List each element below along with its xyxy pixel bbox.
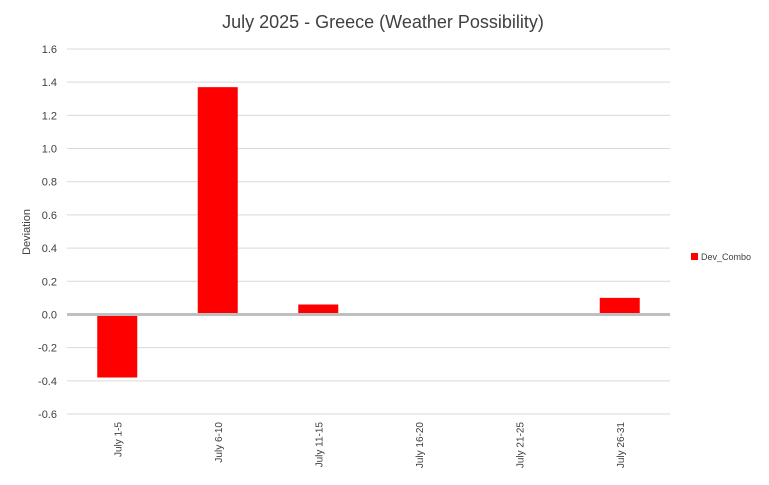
x-tick-label: July 11-15 (314, 422, 325, 468)
bar (97, 314, 138, 378)
legend: Dev_Combo (691, 252, 751, 262)
y-axis-label: Deviation (21, 209, 33, 255)
bar (599, 297, 640, 315)
y-tick-label: 0.8 (42, 177, 57, 189)
bar (298, 304, 339, 315)
y-tick-label: 1.2 (42, 110, 57, 122)
x-tick-label: July 16-20 (415, 422, 426, 469)
y-tick-label: 0.6 (42, 210, 57, 222)
y-tick-label: -0.4 (38, 376, 57, 388)
x-tick-label: July 26-31 (616, 422, 627, 469)
gridlines (67, 48, 670, 415)
x-tick-label: July 1-5 (113, 422, 124, 457)
y-tick-label: 1.4 (42, 77, 57, 89)
x-tick-labels: July 1-5 July 6-10 July 11-15 July 16-20 Jul… (113, 422, 627, 469)
y-tick-label: 1.6 (42, 44, 57, 56)
bar (197, 87, 238, 315)
bars (97, 87, 640, 378)
y-tick-label: 1.0 (42, 144, 57, 156)
y-tick-label: 0.2 (42, 276, 57, 288)
y-tick-label: 0.0 (42, 309, 57, 321)
x-tick-label: July 6-10 (214, 422, 225, 463)
legend-swatch (691, 253, 698, 260)
chart-title: July 2025 - Greece (Weather Possibility) (222, 12, 544, 32)
legend-label: Dev_Combo (701, 252, 751, 262)
y-tick-label: -0.6 (38, 409, 57, 421)
y-tick-label: 0.4 (42, 243, 57, 255)
y-tick-labels: -0.6 -0.4 -0.2 0.0 0.2 0.4 0.6 0.8 1.0 1.2 1.4 1.6 (38, 44, 57, 421)
y-tick-label: -0.2 (38, 343, 57, 355)
x-tick-label: July 21-25 (515, 422, 526, 469)
